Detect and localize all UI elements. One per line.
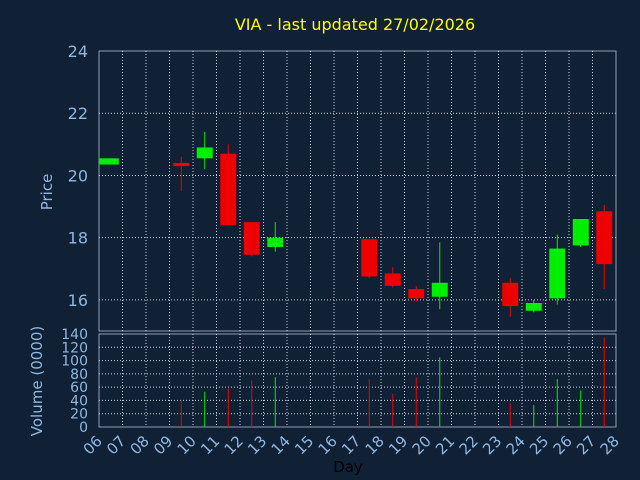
candle-body bbox=[502, 283, 518, 306]
volume-tick-labels: 020406080100120140 bbox=[61, 327, 88, 436]
day-tick-label: 23 bbox=[479, 432, 505, 458]
candle-body bbox=[173, 163, 189, 166]
price-tick-label: 18 bbox=[68, 229, 88, 248]
day-tick-label: 12 bbox=[221, 432, 247, 458]
day-tick-label: 26 bbox=[550, 432, 576, 458]
candle-body bbox=[408, 289, 424, 298]
price-tick-label: 16 bbox=[68, 291, 88, 310]
candle-body bbox=[432, 283, 448, 297]
day-tick-label: 17 bbox=[338, 432, 364, 458]
candle-body bbox=[220, 154, 236, 226]
volume-tick-label: 140 bbox=[61, 327, 88, 343]
day-tick-label: 11 bbox=[197, 432, 223, 458]
candle-body bbox=[197, 147, 213, 158]
day-tick-label: 27 bbox=[573, 432, 599, 458]
day-tick-label: 13 bbox=[244, 432, 270, 458]
candle-body bbox=[573, 219, 589, 245]
day-tick-label: 15 bbox=[291, 432, 317, 458]
volume-axis-label: Volume (0000) bbox=[28, 326, 46, 436]
day-tick-label: 08 bbox=[127, 432, 153, 458]
price-tick-label: 22 bbox=[68, 104, 88, 123]
volume-plot-area bbox=[99, 334, 616, 427]
day-tick-label: 18 bbox=[362, 432, 388, 458]
day-tick-label: 14 bbox=[268, 432, 294, 458]
day-tick-label: 10 bbox=[174, 432, 200, 458]
price-axis-label: Price bbox=[38, 174, 56, 211]
candle-body bbox=[385, 273, 401, 285]
x-axis-label: Day bbox=[333, 458, 363, 476]
candle-body bbox=[267, 238, 283, 247]
day-tick-labels: 0607080910111213141516171819202122232425… bbox=[80, 432, 623, 458]
day-tick-label: 07 bbox=[103, 432, 129, 458]
candle-body bbox=[244, 222, 260, 255]
chart-title: VIA - last updated 27/02/2026 bbox=[235, 15, 475, 34]
day-tick-label: 24 bbox=[503, 432, 529, 458]
candle-body bbox=[526, 303, 542, 311]
day-tick-label: 20 bbox=[409, 432, 435, 458]
price-tick-label: 20 bbox=[68, 166, 88, 185]
day-tick-label: 19 bbox=[385, 432, 411, 458]
day-tick-label: 22 bbox=[456, 432, 482, 458]
day-tick-label: 28 bbox=[597, 432, 623, 458]
grid-lines bbox=[99, 51, 616, 427]
price-tick-label: 24 bbox=[68, 42, 88, 61]
day-tick-label: 06 bbox=[80, 432, 106, 458]
candles bbox=[99, 132, 612, 317]
day-tick-label: 25 bbox=[526, 432, 552, 458]
day-tick-label: 09 bbox=[150, 432, 176, 458]
candle-body bbox=[99, 158, 119, 164]
price-tick-labels: 16 18 20 22 24 bbox=[68, 42, 88, 310]
candle-body bbox=[596, 211, 612, 264]
day-tick-label: 16 bbox=[315, 432, 341, 458]
day-tick-label: 21 bbox=[432, 432, 458, 458]
candle-body bbox=[549, 249, 565, 299]
candle-body bbox=[361, 239, 377, 276]
